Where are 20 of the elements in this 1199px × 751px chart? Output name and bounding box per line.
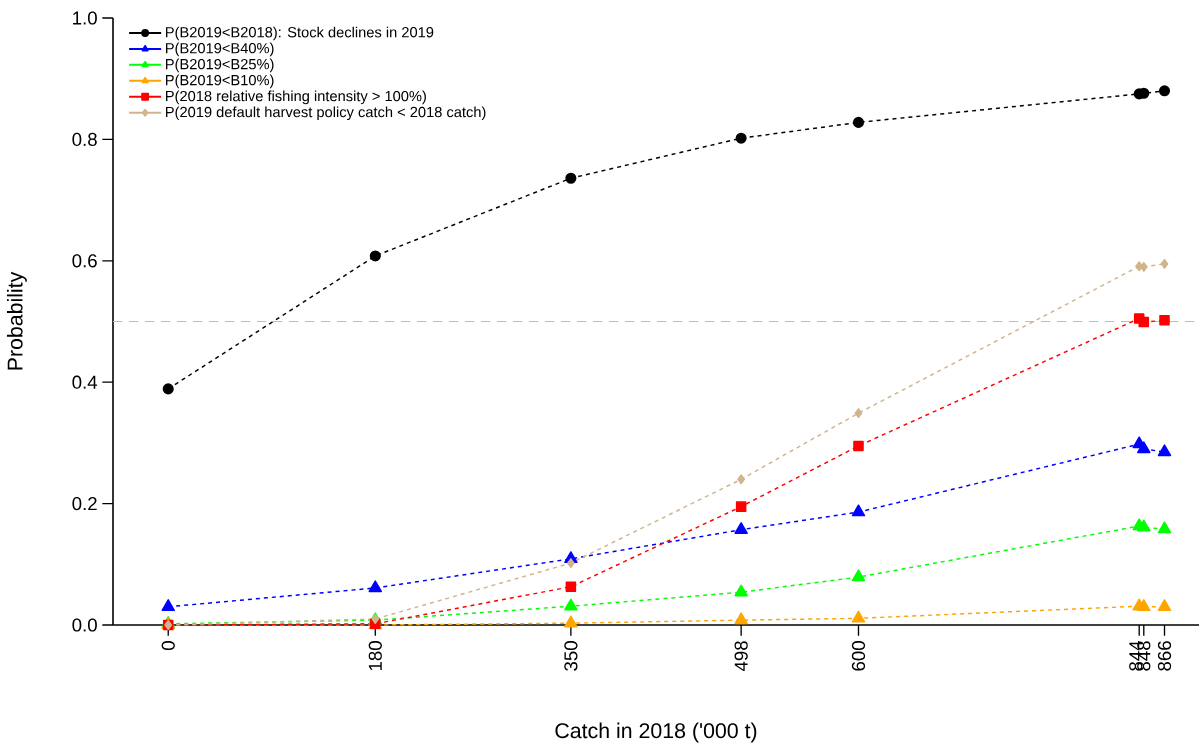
x-tick-label: 180	[368, 641, 382, 671]
legend-label: P(2019 default harvest policy catch < 2018 catch)	[166, 106, 486, 121]
legend-label: P(B2019<B25%)	[166, 58, 274, 73]
y-tick-label: 0.4	[72, 375, 98, 389]
y-axis-title: Probability	[6, 271, 27, 370]
y-tick-label: 0.0	[72, 618, 97, 632]
legend-label: P(B2019<B40%)	[166, 42, 274, 57]
legend-label: P(2018 relative fishing intensity > 100%)	[166, 90, 426, 105]
x-tick-label: 0	[161, 641, 175, 651]
y-tick-label: 0.6	[72, 254, 97, 268]
y-tick-label: 0.2	[72, 496, 97, 511]
x-tick-label: 498	[734, 641, 748, 672]
x-tick-label: 866	[1157, 641, 1172, 671]
y-tick-label: 1.0	[73, 11, 97, 25]
legend-label: P(B2019<B10%)	[166, 74, 274, 89]
x-tick-label: 600	[851, 641, 866, 671]
legend-label: P(B2019<B2018): Stock declines in 2019	[166, 26, 434, 41]
y-tick-label: 0.8	[72, 132, 97, 147]
x-tick-label: 350	[564, 641, 578, 671]
x-axis-title: Catch in 2018 ('000 t)	[555, 722, 757, 743]
